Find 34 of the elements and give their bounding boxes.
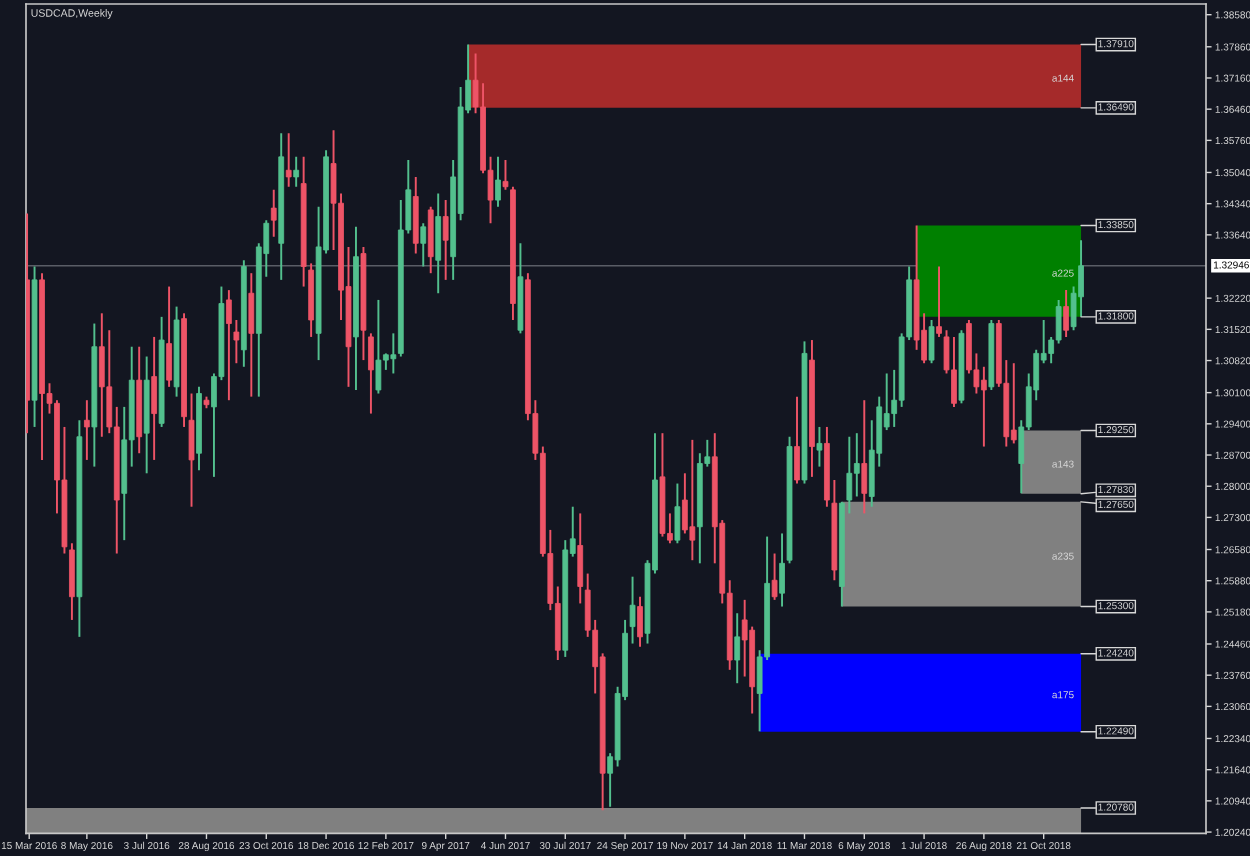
candlestick [1063, 289, 1069, 338]
candlestick [928, 319, 935, 365]
candlestick [390, 332, 397, 375]
candlestick [166, 285, 172, 388]
candlestick [368, 332, 374, 415]
candlestick [577, 512, 584, 605]
candlestick [375, 298, 382, 395]
candlestick [427, 205, 434, 275]
candlestick [293, 155, 300, 188]
candlestick [98, 312, 105, 438]
candlestick [248, 272, 255, 398]
candlestick [83, 399, 90, 461]
candlestick [1010, 362, 1017, 445]
candlestick [442, 199, 449, 281]
candlestick [853, 432, 860, 498]
candlestick [420, 222, 427, 268]
candlestick [270, 188, 277, 238]
candlestick [674, 482, 681, 545]
candlestick [816, 425, 823, 468]
candlestick [771, 552, 778, 601]
candlestick [794, 395, 800, 485]
candlestick [412, 175, 419, 255]
candlestick [951, 335, 957, 408]
candlestick [637, 595, 643, 648]
candlestick [435, 192, 442, 295]
candlestick [285, 132, 292, 188]
candlestick [734, 612, 741, 685]
candlestick [151, 335, 158, 461]
candlestick [689, 438, 696, 562]
candlestick [495, 155, 501, 208]
candlestick [502, 159, 509, 191]
candlestick [226, 289, 232, 402]
candlestick [861, 399, 868, 515]
candlestick [981, 365, 987, 448]
